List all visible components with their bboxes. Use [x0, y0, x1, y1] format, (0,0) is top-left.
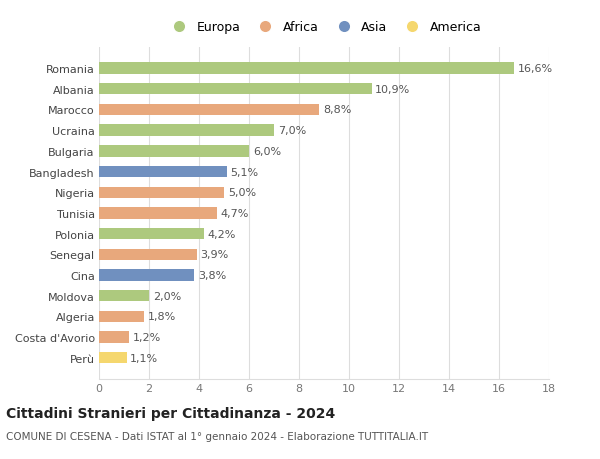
Text: 10,9%: 10,9% [375, 84, 410, 95]
Text: 3,9%: 3,9% [200, 250, 229, 260]
Bar [99, 63, 514, 74]
Bar [99, 353, 127, 364]
Text: 4,7%: 4,7% [220, 208, 248, 218]
Text: 7,0%: 7,0% [278, 126, 306, 136]
Text: 1,8%: 1,8% [148, 312, 176, 322]
Text: 6,0%: 6,0% [253, 146, 281, 157]
Text: 5,1%: 5,1% [230, 167, 259, 177]
Text: 2,0%: 2,0% [153, 291, 181, 301]
Bar [99, 146, 249, 157]
Bar [99, 229, 204, 240]
Text: 3,8%: 3,8% [198, 270, 226, 280]
Bar [99, 208, 217, 219]
Text: 1,2%: 1,2% [133, 332, 161, 342]
Text: Cittadini Stranieri per Cittadinanza - 2024: Cittadini Stranieri per Cittadinanza - 2… [6, 406, 335, 420]
Text: 5,0%: 5,0% [228, 188, 256, 198]
Bar [99, 105, 319, 116]
Bar [99, 84, 371, 95]
Text: COMUNE DI CESENA - Dati ISTAT al 1° gennaio 2024 - Elaborazione TUTTITALIA.IT: COMUNE DI CESENA - Dati ISTAT al 1° genn… [6, 431, 428, 442]
Text: 8,8%: 8,8% [323, 105, 351, 115]
Bar [99, 125, 274, 136]
Legend: Europa, Africa, Asia, America: Europa, Africa, Asia, America [161, 17, 487, 39]
Text: 1,1%: 1,1% [130, 353, 158, 363]
Bar [99, 311, 144, 322]
Bar [99, 291, 149, 302]
Text: 16,6%: 16,6% [518, 64, 553, 74]
Bar [99, 167, 227, 178]
Bar [99, 270, 194, 281]
Bar [99, 332, 129, 343]
Bar [99, 249, 197, 260]
Bar [99, 187, 224, 198]
Text: 4,2%: 4,2% [208, 229, 236, 239]
